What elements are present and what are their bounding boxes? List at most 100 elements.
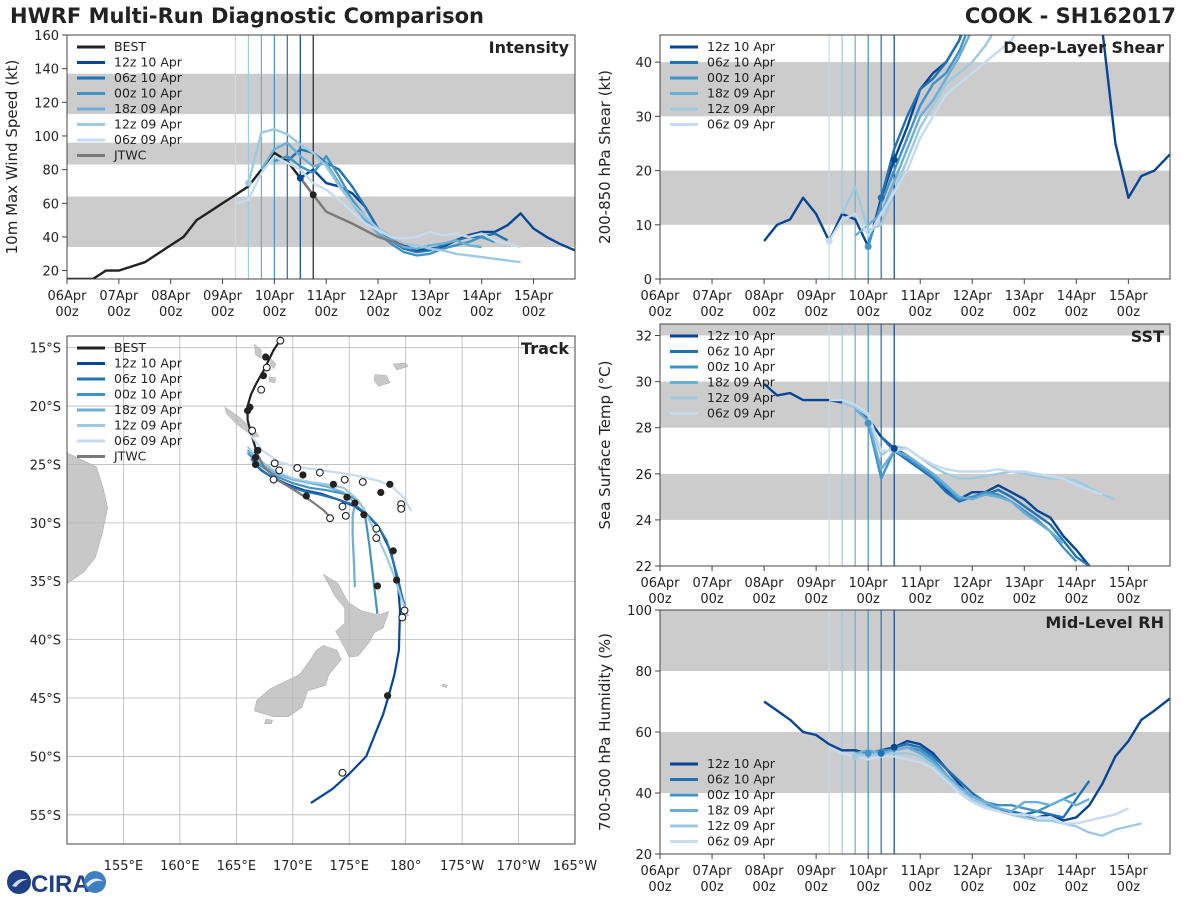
shear-xtick-date-9: 15Apr — [1109, 289, 1149, 304]
rh-legend-label-06z-10-apr: 06z 10 Apr — [707, 772, 776, 787]
intensity-ytick-label-20: 20 — [42, 265, 59, 280]
shear-frame — [659, 34, 1171, 280]
sst-xtick-hour-8: 00z — [1065, 592, 1089, 607]
shear-xtick-date-3: 09Apr — [797, 289, 837, 304]
sst-legend-label-18z-09-apr: 18z 09 Apr — [707, 375, 776, 390]
intensity-ytick-label-60: 60 — [42, 197, 59, 212]
intensity-xtick-hour-1: 00z — [107, 305, 131, 320]
intensity-series-best — [67, 151, 315, 279]
shear-xtick-hour-1: 00z — [700, 305, 724, 320]
sst-xtick-hour-4: 00z — [856, 592, 880, 607]
track-marker-filled-10 — [351, 499, 359, 507]
shear-series-12z-10-apr — [763, 35, 1170, 248]
intensity-legend-label-12z-09-apr: 12z 09 Apr — [114, 117, 183, 132]
intensity-xtick-date-1: 07Apr — [99, 289, 139, 304]
sst-band-1 — [660, 381, 1170, 428]
vanuatu-land-b — [269, 358, 277, 370]
sst-legend-label-12z-09-apr: 12z 09 Apr — [707, 390, 776, 405]
track-marker-open-11 — [358, 478, 367, 486]
intensity-legend-label-18z-09-apr: 18z 09 Apr — [114, 101, 183, 116]
sst-xtick-date-7: 13Apr — [1005, 576, 1045, 591]
intensity-ytick-label-120: 120 — [34, 96, 59, 111]
sst-series-18z-09-apr — [854, 408, 1065, 544]
track-lat-label-3: 30°S — [30, 517, 61, 532]
vanuatu-land-a — [254, 343, 262, 359]
track-lat-label-1: 20°S — [30, 400, 61, 415]
intensity-series-group — [67, 127, 575, 279]
intensity-xtick-hour-0: 00z — [55, 305, 79, 320]
track-marker-filled-4 — [254, 446, 262, 455]
intensity-xtick-hour-8: 00z — [470, 305, 494, 320]
track-marker-open-7 — [315, 468, 324, 477]
track-marker-open-1 — [262, 363, 271, 372]
sst-ytick-label-30: 30 — [635, 376, 652, 391]
intensity-title: Intensity — [489, 38, 570, 57]
shear-init-point-2 — [864, 242, 872, 250]
sst-ytick-label-22: 22 — [635, 560, 652, 575]
fiji-land-a — [373, 374, 391, 387]
sst-legend-label-00z-10-apr: 00z 10 Apr — [707, 359, 776, 374]
track-marker-open-2 — [257, 385, 266, 394]
rh-series-12z-09-apr — [841, 752, 1142, 837]
shear-series-12z-09-apr — [841, 35, 994, 232]
track-marker-filled-0 — [262, 353, 270, 361]
intensity-frame — [66, 34, 576, 280]
intensity-series-06z-09-apr — [235, 154, 521, 249]
track-marker-open-9 — [269, 475, 278, 484]
track-marker-filled-11 — [360, 511, 368, 519]
rh-band-1 — [660, 610, 1170, 671]
rh-xtick-hour-2: 00z — [752, 880, 776, 895]
chatham-island — [441, 683, 448, 688]
rh-xtick-hour-7: 00z — [1013, 880, 1037, 895]
track-marker-open-13 — [341, 511, 350, 520]
sst-xtick-hour-3: 00z — [804, 592, 828, 607]
track-lon-label-3: 170°E — [273, 859, 313, 874]
track-marker-open-10 — [340, 475, 349, 484]
track-series-best — [246, 341, 281, 465]
shear-ytick-label-30: 30 — [635, 110, 652, 125]
fiji-land-b — [392, 362, 409, 371]
shear-init-point-0 — [890, 156, 898, 164]
rh-ytick-label-80: 80 — [635, 665, 652, 680]
shear-legend-label-12z-09-apr: 12z 09 Apr — [707, 101, 776, 116]
rh-legend-label-00z-10-apr: 00z 10 Apr — [707, 787, 776, 802]
track-lat-label-7: 50°S — [30, 750, 61, 765]
intensity-band-2 — [67, 73, 575, 115]
rh-legend-label-12z-09-apr: 12z 09 Apr — [707, 818, 776, 833]
sst-band-2 — [660, 324, 1170, 336]
track-map-group — [67, 336, 575, 844]
track-marker-filled-8 — [302, 492, 310, 500]
sst-ytick-label-26: 26 — [635, 468, 652, 483]
intensity-xtick-date-6: 12Apr — [358, 289, 398, 304]
intensity-xtick-date-3: 09Apr — [203, 289, 243, 304]
rh-xtick-hour-9: 00z — [1117, 880, 1141, 895]
sst-xtick-hour-0: 00z — [648, 592, 672, 607]
rh-xtick-date-2: 08Apr — [745, 864, 785, 879]
sst-xtick-date-6: 12Apr — [953, 576, 993, 591]
track-series-18z-09-apr — [246, 449, 356, 588]
track-lon-label-2: 165°E — [217, 859, 257, 874]
track-frame — [66, 335, 576, 845]
shear-series-06z-09-apr — [828, 35, 1016, 242]
intensity-ytick-label-80: 80 — [42, 164, 59, 179]
rh-ytick-label-40: 40 — [635, 787, 652, 802]
sst-init-point-1 — [864, 419, 872, 427]
track-legend-label-18z-09-apr: 18z 09 Apr — [114, 402, 183, 417]
intensity-legend-label-jtwc: JTWC — [113, 148, 147, 163]
track-legend-label-06z-10-apr: 06z 10 Apr — [114, 371, 183, 386]
track-legend-label-jtwc: JTWC — [113, 449, 147, 464]
intensity-legend-label-12z-10-apr: 12z 10 Apr — [114, 55, 183, 70]
shear-ytick-label-0: 0 — [644, 273, 652, 288]
sst-title: SST — [1131, 327, 1164, 346]
shear-init-point-1 — [877, 194, 885, 202]
rh-xtick-hour-5: 00z — [909, 880, 933, 895]
shear-xtick-date-2: 08Apr — [745, 289, 785, 304]
rh-legend-label-18z-09-apr: 18z 09 Apr — [707, 803, 776, 818]
sst-xtick-date-0: 06Apr — [640, 576, 680, 591]
track-marker-open-5 — [275, 466, 284, 475]
track-lon-label-5: 180° — [390, 859, 421, 874]
track-marker-open-3 — [248, 426, 257, 435]
intensity-init-point-1 — [296, 174, 304, 182]
shear-init-point-3 — [825, 237, 833, 245]
sst-xtick-hour-9: 00z — [1117, 592, 1141, 607]
